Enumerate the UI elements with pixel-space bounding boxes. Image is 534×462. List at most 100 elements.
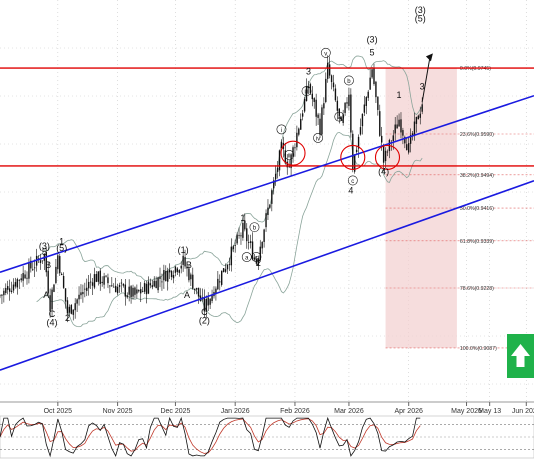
candle-body: [303, 98, 306, 112]
horizontal-levels: [0, 67, 534, 167]
wave-label: 3: [420, 81, 425, 91]
fibonacci-zone-fill: [385, 68, 457, 348]
candle-body: [340, 117, 342, 121]
candle: [290, 153, 292, 176]
channel-line-upper: [0, 94, 534, 274]
candle-body: [197, 287, 200, 297]
candle-body: [344, 102, 346, 113]
candle-body: [95, 274, 98, 282]
candle: [68, 304, 71, 317]
candle: [224, 263, 227, 273]
candle-body: [167, 270, 169, 282]
candle-body: [224, 269, 227, 272]
candle-body: [286, 161, 288, 168]
candle: [417, 114, 420, 120]
candle: [116, 283, 119, 296]
candle: [10, 281, 13, 294]
candle-body: [194, 288, 196, 290]
candle-body: [315, 99, 317, 117]
candle: [330, 74, 333, 90]
candle-body: [407, 143, 410, 153]
candle-body: [138, 290, 140, 292]
candle: [34, 259, 36, 277]
candle: [273, 177, 275, 195]
candle: [168, 263, 171, 280]
candle: [143, 280, 146, 295]
x-tick-label: Jan 2026: [221, 408, 250, 415]
candle: [24, 270, 26, 280]
candle-body: [34, 267, 36, 269]
candle-body: [126, 295, 128, 298]
candle: [178, 269, 180, 277]
candle-body: [265, 213, 267, 228]
candle-body: [53, 284, 55, 292]
candle-body: [3, 290, 5, 296]
candle-body: [93, 274, 96, 288]
candle: [311, 86, 314, 107]
candle: [188, 264, 190, 283]
candle-body: [369, 77, 371, 90]
candle: [269, 204, 271, 209]
candle: [107, 273, 109, 288]
candle-body: [49, 295, 51, 312]
candle-body: [7, 286, 9, 290]
candle: [0, 294, 1, 299]
candle: [346, 97, 348, 109]
candle: [276, 160, 279, 179]
candle: [147, 276, 150, 295]
candle: [157, 276, 159, 294]
candle-body: [300, 118, 302, 130]
candle-body: [107, 277, 109, 284]
candle-body: [301, 113, 304, 117]
stochastic-k-line: [0, 416, 421, 458]
candle-body: [151, 285, 153, 288]
candle: [151, 279, 153, 290]
candle-body: [62, 275, 65, 288]
candle-body: [334, 88, 337, 101]
candle-body: [143, 283, 146, 292]
candle: [313, 97, 315, 109]
wave-label-circle: [241, 252, 252, 262]
wave-label: c: [351, 179, 354, 185]
candle-body: [82, 292, 84, 295]
candle: [325, 72, 327, 104]
candle: [394, 116, 396, 141]
wave-label-circle: [284, 149, 295, 160]
buy-signal-button[interactable]: [507, 334, 534, 378]
candle: [402, 127, 404, 145]
wave-label: a: [338, 115, 342, 121]
x-tick-label: Feb 2026: [280, 408, 310, 415]
candle: [26, 271, 28, 285]
candle: [86, 278, 88, 297]
candle-body: [327, 62, 329, 79]
candle: [336, 96, 339, 120]
candle: [274, 165, 277, 186]
candle-body: [377, 96, 379, 110]
forecast-arrow: [421, 53, 433, 103]
candle: [244, 213, 246, 232]
candle: [114, 277, 117, 293]
candle-body: [66, 300, 69, 314]
candle: [267, 199, 269, 220]
candle-body: [257, 258, 260, 266]
candle-body: [168, 269, 171, 273]
candle-body: [394, 124, 396, 134]
candle-body: [24, 274, 26, 279]
candle: [105, 275, 107, 278]
wave-label-circle: [320, 47, 331, 58]
candle: [375, 80, 377, 104]
candle: [303, 96, 306, 113]
candle: [174, 265, 177, 277]
candle-body: [328, 64, 331, 76]
candle: [354, 154, 356, 174]
wave-label: iv: [316, 136, 320, 142]
candle: [371, 66, 373, 79]
candle: [201, 288, 204, 302]
candle-body: [116, 286, 119, 294]
candle-body: [226, 264, 229, 270]
candle-body: [105, 275, 107, 277]
candle-body: [359, 127, 362, 135]
wave-label-circle: [313, 132, 323, 143]
wave-label: 4: [348, 186, 353, 196]
